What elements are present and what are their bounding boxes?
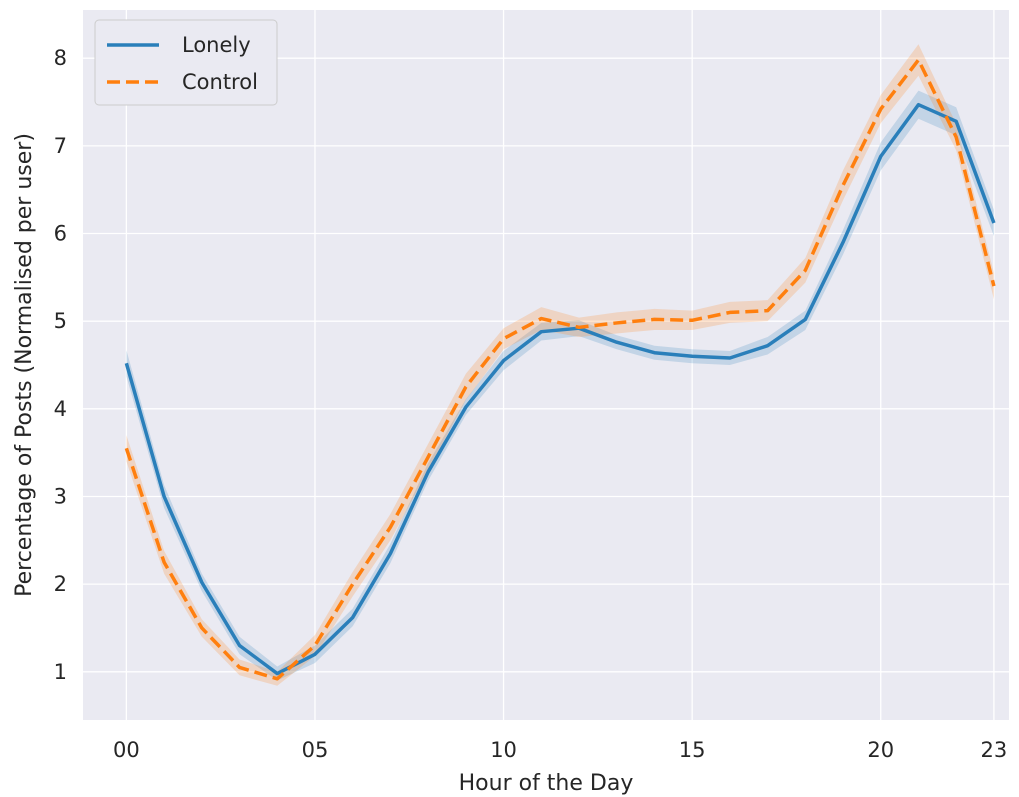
series-line-control bbox=[124, 58, 996, 681]
x-axis-label: Hour of the Day bbox=[459, 771, 634, 796]
y-axis-ticks: 1 2 3 4 5 6 7 8 bbox=[54, 46, 67, 684]
y-tick-label: 3 bbox=[54, 484, 67, 508]
y-tick-label: 8 bbox=[54, 46, 67, 70]
y-tick-label: 4 bbox=[54, 397, 67, 421]
x-tick-label: 23 bbox=[981, 738, 1008, 762]
legend: Lonely Control bbox=[94, 19, 278, 106]
legend-label-control: Control bbox=[182, 70, 258, 94]
y-axis-label: Percentage of Posts (Normalised per user… bbox=[12, 133, 37, 597]
x-tick-label: 00 bbox=[113, 738, 140, 762]
series-lines bbox=[124, 58, 996, 681]
plot-background bbox=[83, 10, 1009, 720]
y-tick-label: 1 bbox=[54, 660, 67, 684]
x-tick-label: 20 bbox=[867, 738, 894, 762]
legend-box bbox=[94, 19, 278, 106]
x-tick-label: 05 bbox=[302, 738, 329, 762]
y-tick-label: 5 bbox=[54, 309, 67, 333]
series-line-lonely bbox=[124, 102, 996, 676]
legend-label-lonely: Lonely bbox=[182, 33, 251, 57]
x-tick-label: 15 bbox=[679, 738, 706, 762]
y-tick-label: 7 bbox=[54, 134, 67, 158]
x-axis-ticks: 00 05 10 15 20 23 bbox=[113, 738, 1007, 762]
x-tick-label: 10 bbox=[490, 738, 517, 762]
y-tick-label: 6 bbox=[54, 222, 67, 246]
y-tick-label: 2 bbox=[54, 572, 67, 596]
